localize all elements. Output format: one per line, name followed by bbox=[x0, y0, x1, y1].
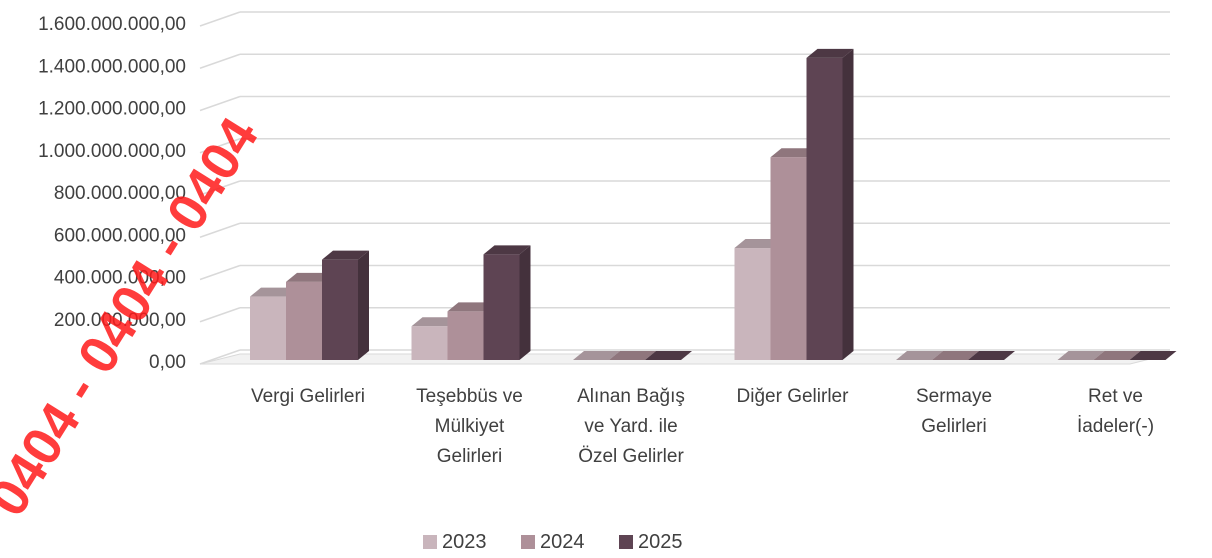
legend-label: 2024 bbox=[540, 531, 585, 553]
bar-front bbox=[286, 281, 322, 360]
legend-label: 2025 bbox=[638, 531, 683, 553]
bar-2025-4 bbox=[968, 351, 1015, 360]
bar-top bbox=[896, 351, 943, 360]
bar-front bbox=[250, 296, 286, 360]
bar-2024-5 bbox=[1093, 351, 1141, 360]
bar-top bbox=[250, 287, 297, 297]
gridline-slant bbox=[199, 95, 241, 112]
bar-front bbox=[322, 259, 358, 360]
bar-top bbox=[411, 317, 459, 327]
bar-top bbox=[483, 245, 531, 255]
category-label: Diğer Gelirler bbox=[737, 386, 850, 407]
category-label: Sermaye Gelirleri bbox=[916, 386, 992, 437]
y-tick-label: 1.000.000.000,00 bbox=[38, 141, 186, 162]
bar-2025-2 bbox=[645, 351, 692, 360]
bar-top bbox=[573, 351, 620, 360]
legend-swatch bbox=[423, 535, 437, 549]
bar-top bbox=[1057, 351, 1105, 360]
bar-2024-2 bbox=[609, 351, 656, 360]
bar-top bbox=[806, 48, 854, 58]
bar-2023-4 bbox=[896, 351, 943, 360]
bar-top bbox=[645, 351, 692, 360]
gridline-slant bbox=[199, 264, 241, 281]
legend-swatch bbox=[619, 535, 633, 549]
bar-top bbox=[932, 351, 979, 360]
watermark: 0404 - 0404 - 0404 bbox=[0, 108, 270, 527]
y-tick-label: 1.400.000.000,00 bbox=[38, 56, 186, 77]
bar-front bbox=[411, 326, 448, 360]
bars-layer bbox=[250, 48, 1177, 360]
category-label: Alınan Bağış ve Yard. ile Özel Gelirler bbox=[577, 386, 685, 467]
bar-top bbox=[322, 250, 369, 260]
y-tick-label: 0,00 bbox=[149, 352, 186, 373]
bar-2025-1 bbox=[483, 245, 531, 360]
bar-top bbox=[770, 148, 818, 158]
bar-2025-5 bbox=[1129, 351, 1177, 360]
bar-2024-4 bbox=[932, 351, 979, 360]
y-axis-ticks: 0,00 200.000.000,00 400.000.000,00 600.000.… bbox=[38, 14, 186, 373]
gridline-slant bbox=[199, 180, 241, 196]
x-axis-categories: Vergi Gelirleri Teşebbüs ve Mülkiyet Gelirl… bbox=[251, 386, 1154, 467]
bar-top bbox=[734, 239, 782, 249]
bar-2025-3 bbox=[806, 48, 854, 360]
bar-side bbox=[842, 48, 854, 360]
gridline-slant bbox=[199, 307, 241, 323]
category-label: Ret ve İadeler(-) bbox=[1077, 386, 1154, 437]
bar-2023-2 bbox=[573, 351, 620, 360]
bar-side bbox=[519, 245, 531, 360]
y-tick-label: 600.000.000,00 bbox=[54, 225, 186, 246]
gridline-slant bbox=[199, 53, 241, 69]
bar-side bbox=[358, 250, 369, 360]
y-tick-label: 200.000.000,00 bbox=[54, 310, 186, 331]
legend-label: 2023 bbox=[442, 531, 487, 553]
y-tick-label: 1.600.000.000,00 bbox=[38, 14, 186, 35]
bar-top bbox=[286, 272, 333, 282]
y-tick-label: 1.200.000.000,00 bbox=[38, 99, 186, 120]
watermark-text: 0404 - 0404 - 0404 bbox=[0, 108, 270, 527]
bar-2025-0 bbox=[322, 250, 369, 360]
gridline-slant bbox=[199, 349, 241, 365]
bar-top bbox=[1129, 351, 1177, 360]
category-label: Vergi Gelirleri bbox=[251, 386, 365, 407]
bar-top bbox=[609, 351, 656, 360]
bar-front bbox=[447, 311, 484, 360]
gridline-slant bbox=[199, 11, 241, 27]
legend: 2023 2024 2025 bbox=[423, 531, 683, 553]
y-tick-label: 800.000.000,00 bbox=[54, 183, 186, 204]
bar-top bbox=[968, 351, 1015, 360]
bar-front bbox=[770, 157, 807, 360]
bar-front bbox=[806, 57, 843, 360]
bar-top bbox=[447, 302, 495, 312]
bar-top bbox=[1093, 351, 1141, 360]
legend-swatch bbox=[521, 535, 535, 549]
category-label: Teşebbüs ve Mülkiyet Gelirleri bbox=[416, 386, 523, 467]
gridline-slant bbox=[199, 138, 241, 154]
bar-front bbox=[483, 254, 520, 360]
y-tick-label: 400.000.000,00 bbox=[54, 268, 186, 289]
bar-2023-5 bbox=[1057, 351, 1105, 360]
bar-front bbox=[734, 248, 771, 360]
gridline-slant bbox=[199, 222, 241, 238]
